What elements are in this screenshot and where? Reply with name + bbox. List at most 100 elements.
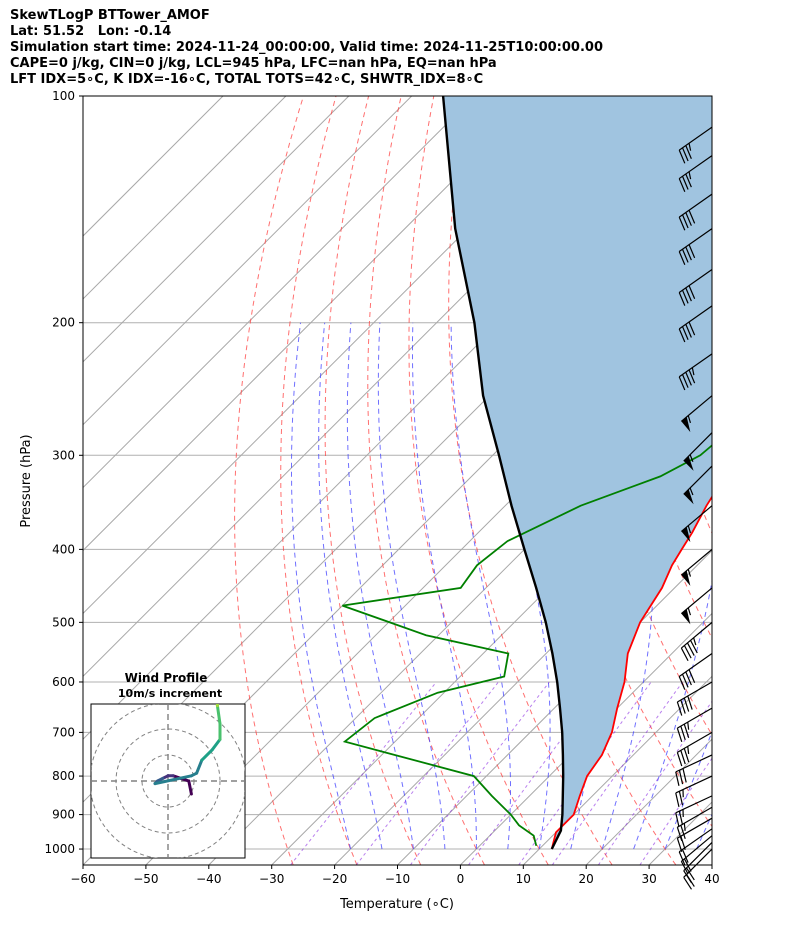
isotherm--150 (83, 96, 287, 300)
wind-barb (675, 754, 713, 786)
plot-title-line-1: SkewTLogP BTTower_AMOF (10, 8, 210, 23)
isotherm--20 (334, 486, 712, 865)
barb-tick (685, 246, 692, 261)
barb-tick (687, 569, 692, 577)
barb-flag (683, 456, 694, 471)
barb-staff (680, 621, 713, 649)
x-tick-label: −40 (196, 872, 221, 886)
wind-barb (676, 681, 713, 716)
barb-tick (676, 701, 683, 716)
x-axis-label: Temperature (∘C) (339, 897, 454, 912)
wind-barb (678, 155, 713, 192)
wind-barb (675, 775, 713, 808)
dry-adiabat (448, 96, 613, 865)
x-tick-label: −10 (385, 872, 410, 886)
hodograph-trace-segment (187, 779, 193, 796)
cin-shading (443, 96, 712, 849)
barb-flag (681, 526, 691, 543)
y-tick-label: 900 (52, 808, 75, 822)
barb-tick (683, 748, 690, 763)
barb-tick (687, 415, 692, 424)
wind-barb (678, 269, 713, 306)
dry-adiabat (760, 96, 794, 865)
wind-barb (680, 505, 713, 543)
barb-staff (677, 681, 713, 703)
x-tick-label: −60 (70, 872, 95, 886)
barb-tick (683, 697, 690, 712)
moist-adiabat (318, 322, 383, 850)
x-tick-label: 20 (579, 872, 594, 886)
wind-barb (683, 432, 713, 471)
barb-staff (677, 731, 713, 753)
wind-barb (683, 465, 713, 505)
axes: −60 −50 −40 −30 −20 −10 0 10 20 30 40 100 200 300 400 5… (44, 89, 719, 886)
barb-tick (681, 374, 689, 388)
barb-tick (685, 324, 692, 338)
y-tick-label: 100 (52, 89, 75, 103)
barb-tick (686, 867, 695, 881)
wind-barb (680, 548, 713, 586)
barb-tick (676, 752, 683, 767)
temperature-profile-line (550, 495, 712, 850)
wind-profile-inset: Wind Profile 10m/s increment (90, 671, 246, 859)
barb-flag (683, 489, 694, 505)
y-tick-label: 200 (52, 316, 75, 330)
plot-title-line-3: Simulation start time: 2024-11-24_00:00:… (10, 40, 603, 55)
barb-tick (678, 292, 686, 306)
barb-tick (687, 525, 692, 534)
wind-barb (675, 795, 713, 827)
barb-tick (688, 285, 696, 300)
barb-tick (688, 171, 692, 180)
barb-tick (678, 376, 686, 391)
wind-barb (676, 707, 713, 742)
barb-tick (678, 851, 686, 866)
barb-tick (683, 723, 690, 738)
barb-flag (681, 609, 691, 625)
barb-tick (681, 849, 689, 863)
barb-tick (681, 249, 689, 263)
wind-barb (680, 587, 713, 625)
barb-tick (687, 607, 692, 616)
barb-tick (678, 810, 684, 826)
dry-adiabat (408, 96, 549, 865)
barb-tick (689, 487, 694, 496)
barb-tick (678, 770, 684, 785)
barb-tick (683, 645, 692, 659)
cape-cin-shading (443, 96, 712, 849)
barb-tick (681, 326, 689, 340)
barb-tick (676, 827, 683, 842)
y-axis-label: Pressure (hPa) (19, 434, 34, 527)
wind-barb (676, 731, 713, 767)
barb-tick (675, 812, 680, 827)
barb-tick (680, 861, 689, 875)
moist-adiabat (601, 322, 654, 850)
barb-staff (680, 835, 713, 862)
barb-tick (687, 695, 693, 710)
inset-title: Wind Profile (125, 671, 208, 685)
barb-tick (688, 143, 692, 151)
y-tick-label: 500 (52, 615, 75, 629)
mixing-ratio-line (597, 700, 712, 865)
hodograph-trace-segment (210, 737, 222, 752)
isotherm-50 (775, 96, 794, 865)
hodograph-trace-segment (215, 704, 222, 726)
y-tick-label: 800 (52, 769, 75, 783)
barb-tick (680, 699, 686, 714)
barb-tick (678, 791, 684, 806)
dewpoint-profile-line (342, 444, 712, 847)
dry-adiabat (727, 96, 794, 865)
dry-adiabat (280, 96, 358, 865)
barb-staff (678, 353, 713, 378)
barb-tick (680, 647, 689, 662)
moist-adiabat (412, 322, 477, 849)
barb-tick (681, 147, 689, 162)
barb-staff (675, 775, 713, 794)
wind-barb (678, 126, 713, 164)
isotherm--160 (83, 96, 224, 237)
isotherm-10 (522, 675, 712, 865)
mixing-ratio-line (290, 681, 437, 865)
wind-barb (678, 353, 713, 391)
mixing-ratio-line (551, 681, 684, 865)
wind-barbs (675, 126, 713, 890)
